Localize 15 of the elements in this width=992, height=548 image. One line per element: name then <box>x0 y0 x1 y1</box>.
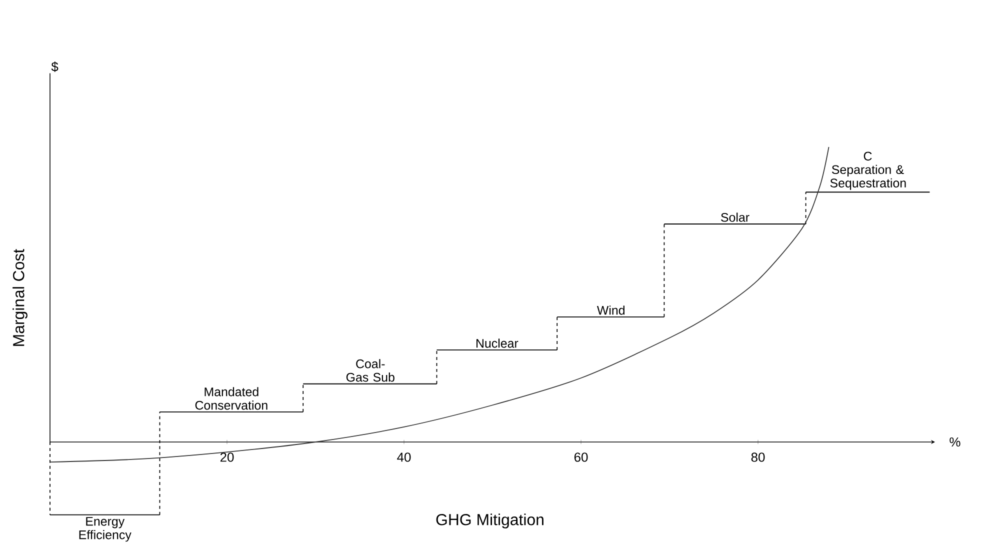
annotation: Mandated Conservation <box>195 387 268 410</box>
annotation: Solar <box>721 212 750 222</box>
x-tick-label: 60 <box>574 452 588 462</box>
text: % <box>950 437 960 447</box>
annotation: C Separation & Sequestration <box>830 152 906 190</box>
annotation: Wind <box>596 306 624 315</box>
annotation: Nuclear <box>476 338 518 348</box>
text: $ <box>51 62 58 72</box>
x-tick-label: 40 <box>397 452 411 462</box>
x-axis-title: GHG Mitigation <box>436 514 544 528</box>
annotation: Energy Efficiency <box>79 517 132 542</box>
annotation: Coal-Gas Sub <box>346 359 394 382</box>
x-tick-label: 80 <box>751 452 765 462</box>
x-tick-label: 20 <box>220 452 234 462</box>
y-axis-title: Marginal Cost <box>12 248 28 346</box>
